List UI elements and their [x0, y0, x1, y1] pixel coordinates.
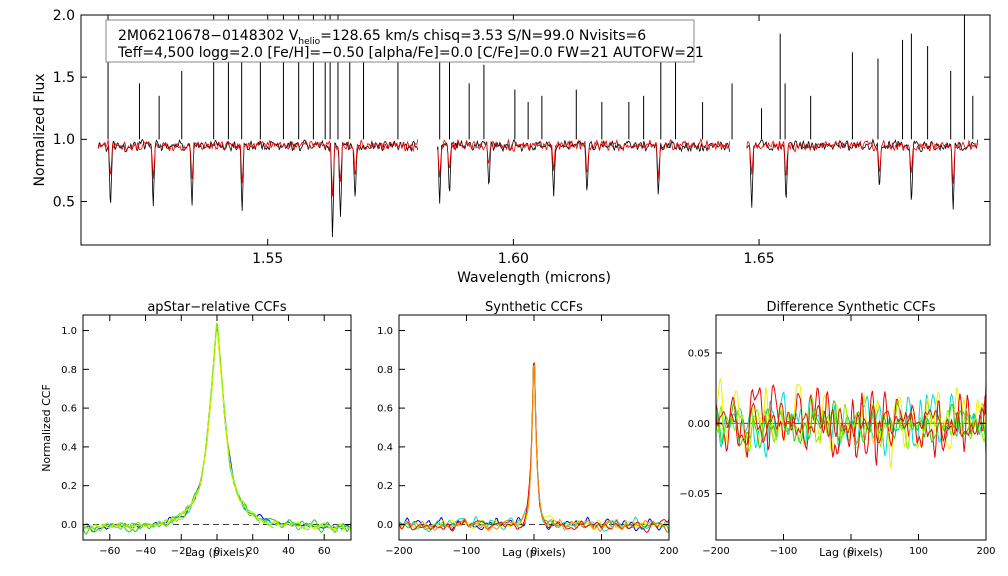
- synthetic-ccf-y-tick-label: 1.0: [377, 326, 393, 337]
- spectrum-panel: 1.55 1.60 1.65 0.5 1.0 1.5 2.0 2M06210678−0148…: [32, 8, 991, 286]
- synthetic-ccf-series-line: [398, 364, 670, 533]
- synthetic-ccf-series-group: [398, 362, 670, 533]
- spectrum-series-model-chip: [436, 138, 730, 180]
- synthetic-ccf-x-axis-label: Lag (pixels): [502, 546, 566, 559]
- spectrum-annotation-line1: 2M06210678−0148302 Vhelio=128.65 km/s ch…: [118, 28, 646, 47]
- synthetic-ccf-y-tick-label: 0.2: [377, 481, 393, 492]
- apstar-ccf-series-line: [82, 324, 352, 535]
- apstar-ccf-title: apStar−relative CCFs: [147, 300, 287, 315]
- apstar-ccf-series-group: [82, 322, 352, 535]
- synthetic-ccf-x-tick-label: −200: [385, 546, 412, 557]
- apstar-ccf-x-tick-label: −60: [99, 546, 120, 557]
- apstar-ccf-x-tick-label: 60: [318, 546, 331, 557]
- apstar-ccf-y-axis-label: Normalized CCF: [40, 384, 53, 472]
- apstar-ccf-x-tick-label: −20: [171, 546, 192, 557]
- spectrum-y-tick-label: 1.0: [53, 132, 75, 148]
- synthetic-ccf-series-line: [398, 366, 670, 531]
- synthetic-ccf-ticks: −200 −100 0 100 200 0.0 0.2 0.4 0.6 0.8 1.0: [377, 315, 679, 557]
- difference-ccf-title: Difference Synthetic CCFs: [766, 300, 935, 315]
- synthetic-ccf-x-tick-label: 200: [659, 546, 678, 557]
- synthetic-ccf-x-tick-label: 0: [531, 546, 537, 557]
- synthetic-ccf-y-tick-label: 0.6: [377, 404, 393, 415]
- difference-ccf-ticks: −200 −100 0 100 200 −0.05 0.00 0.05: [679, 315, 996, 557]
- difference-ccf-x-tick-label: −100: [770, 546, 797, 557]
- apstar-ccf-x-axis-label: Lag (pixels): [185, 546, 249, 559]
- spectrum-y-tick-label: 2.0: [53, 8, 75, 24]
- spectrum-x-tick-label: 1.60: [498, 251, 529, 267]
- apstar-ccf-x-tick-label: 40: [282, 546, 295, 557]
- apstar-ccf-x-tick-label: 20: [246, 546, 259, 557]
- difference-ccf-series-line: [715, 397, 987, 445]
- difference-ccf-y-tick-label: −0.05: [679, 489, 710, 500]
- spectrum-series-model-chip: [97, 138, 418, 197]
- difference-ccf-x-tick-label: 100: [909, 546, 928, 557]
- apstar-ccf-series-line: [82, 325, 352, 533]
- difference-ccf-x-tick-label: −200: [702, 546, 729, 557]
- apstar-ccf-series-line: [82, 322, 352, 533]
- spectrum-annotation-box: [105, 19, 695, 63]
- synthetic-ccf-x-tick-label: −100: [453, 546, 480, 557]
- spectrum-plot-frame: [80, 14, 991, 246]
- synthetic-ccf-panel: Synthetic CCFs −200 −100 0 100 200 0.0 0.2 0.4 0…: [377, 300, 678, 559]
- apstar-ccf-y-tick-label: 0.8: [61, 365, 77, 376]
- spectrum-x-tick-label: 1.65: [743, 251, 774, 267]
- difference-ccf-y-tick-label: 0.00: [688, 419, 710, 430]
- apstar-ccf-y-tick-label: 0.4: [61, 442, 77, 453]
- synthetic-ccf-title: Synthetic CCFs: [485, 300, 583, 315]
- spectrum-ticks: 1.55 1.60 1.65 0.5 1.0 1.5 2.0: [53, 8, 990, 267]
- difference-ccf-series-group: [715, 378, 987, 469]
- apstar-ccf-y-tick-label: 0.6: [61, 404, 77, 415]
- synthetic-ccf-y-tick-label: 0.8: [377, 365, 393, 376]
- spectrum-y-tick-label: 0.5: [53, 194, 75, 210]
- spectrum-x-tick-label: 1.55: [252, 251, 283, 267]
- apstar-ccf-ticks: −60 −40 −20 0 20 40 60 0.0 0.2 0.4 0.6 0.8 1.0: [61, 315, 351, 557]
- difference-ccf-panel: Difference Synthetic CCFs −200 −100 0 100 20…: [679, 300, 995, 559]
- difference-ccf-x-tick-label: 200: [976, 546, 995, 557]
- spectrum-annotation-line2: Teff=4,500 logg=2.0 [Fe/H]=−0.50 [alpha/…: [117, 45, 704, 61]
- apstar-ccf-x-tick-label: 0: [214, 546, 220, 557]
- difference-ccf-y-tick-label: 0.05: [688, 348, 710, 359]
- apstar-ccf-y-tick-label: 0.2: [61, 481, 77, 492]
- apstar-ccf-panel: apStar−relative CCFs −60 −40 −20 0 20 40 60 0.0…: [40, 300, 352, 559]
- difference-ccf-x-axis-label: Lag (pixels): [819, 546, 883, 559]
- apstar-ccf-x-tick-label: −40: [135, 546, 156, 557]
- difference-ccf-x-tick-label: 0: [848, 546, 854, 557]
- spectrum-series-model-chip: [746, 139, 979, 184]
- spectrum-y-axis-label: Normalized Flux: [32, 74, 48, 187]
- apstar-ccf-y-tick-label: 1.0: [61, 326, 77, 337]
- spectrum-x-axis-label: Wavelength (microns): [457, 270, 611, 286]
- synthetic-ccf-y-tick-label: 0.4: [377, 442, 393, 453]
- spectrum-series-observed-chip: [746, 138, 979, 210]
- spectrum-y-tick-label: 1.5: [53, 70, 75, 86]
- apstar-ccf-y-tick-label: 0.0: [61, 520, 77, 531]
- synthetic-ccf-x-tick-label: 100: [592, 546, 611, 557]
- synthetic-ccf-y-tick-label: 0.0: [377, 520, 393, 531]
